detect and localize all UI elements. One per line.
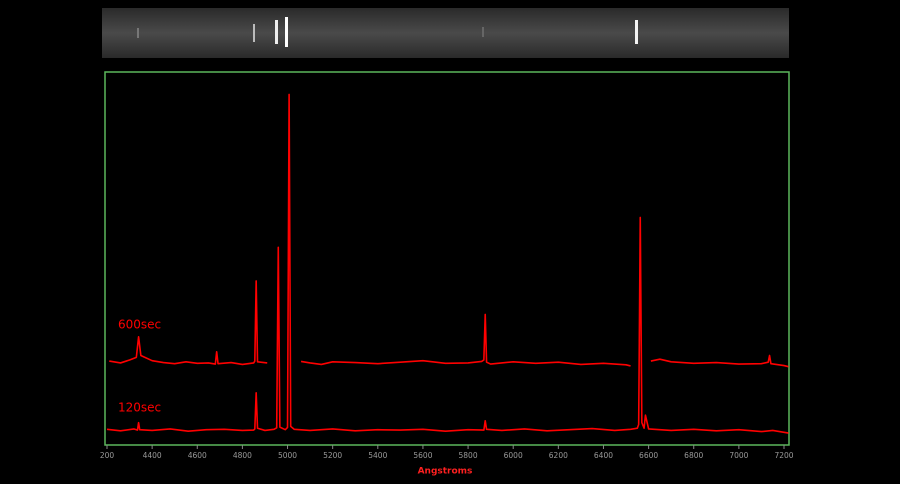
series-label: 120sec: [118, 401, 161, 415]
x-tick-label: 5800: [459, 451, 478, 460]
x-tick-label: 5000: [278, 451, 297, 460]
spectrum-line: [106, 93, 789, 434]
x-tick-label: 6600: [639, 451, 658, 460]
spectrum-line: [253, 24, 255, 42]
x-tick-label: 6000: [504, 451, 523, 460]
x-tick-label: 7200: [774, 451, 793, 460]
x-tick-label: 4600: [188, 451, 207, 460]
x-tick-label: 6400: [594, 451, 613, 460]
spectrum-image: [102, 8, 789, 58]
spectrum-line: [275, 20, 278, 44]
x-tick-label: 5200: [323, 451, 342, 460]
x-tick-label: 6200: [549, 451, 568, 460]
spectrum-line: [285, 17, 288, 47]
spectrum-line: [109, 280, 789, 368]
x-tick-label: 6800: [684, 451, 703, 460]
spectrum-line: [137, 28, 139, 38]
spectrum-strip: [102, 8, 789, 58]
spectrum-line: [635, 20, 638, 44]
x-tick-label: 7000: [729, 451, 748, 460]
spectrum-line: [482, 27, 484, 37]
series-label: 600sec: [118, 318, 161, 332]
x-tick-label: 5400: [368, 451, 387, 460]
plot-frame: [104, 71, 790, 446]
x-tick-label: 200: [100, 451, 115, 460]
x-tick-label: 4800: [233, 451, 252, 460]
x-tick-label: 5600: [413, 451, 432, 460]
x-tick-label: 4400: [143, 451, 162, 460]
x-axis-label: Angstroms: [418, 467, 473, 477]
